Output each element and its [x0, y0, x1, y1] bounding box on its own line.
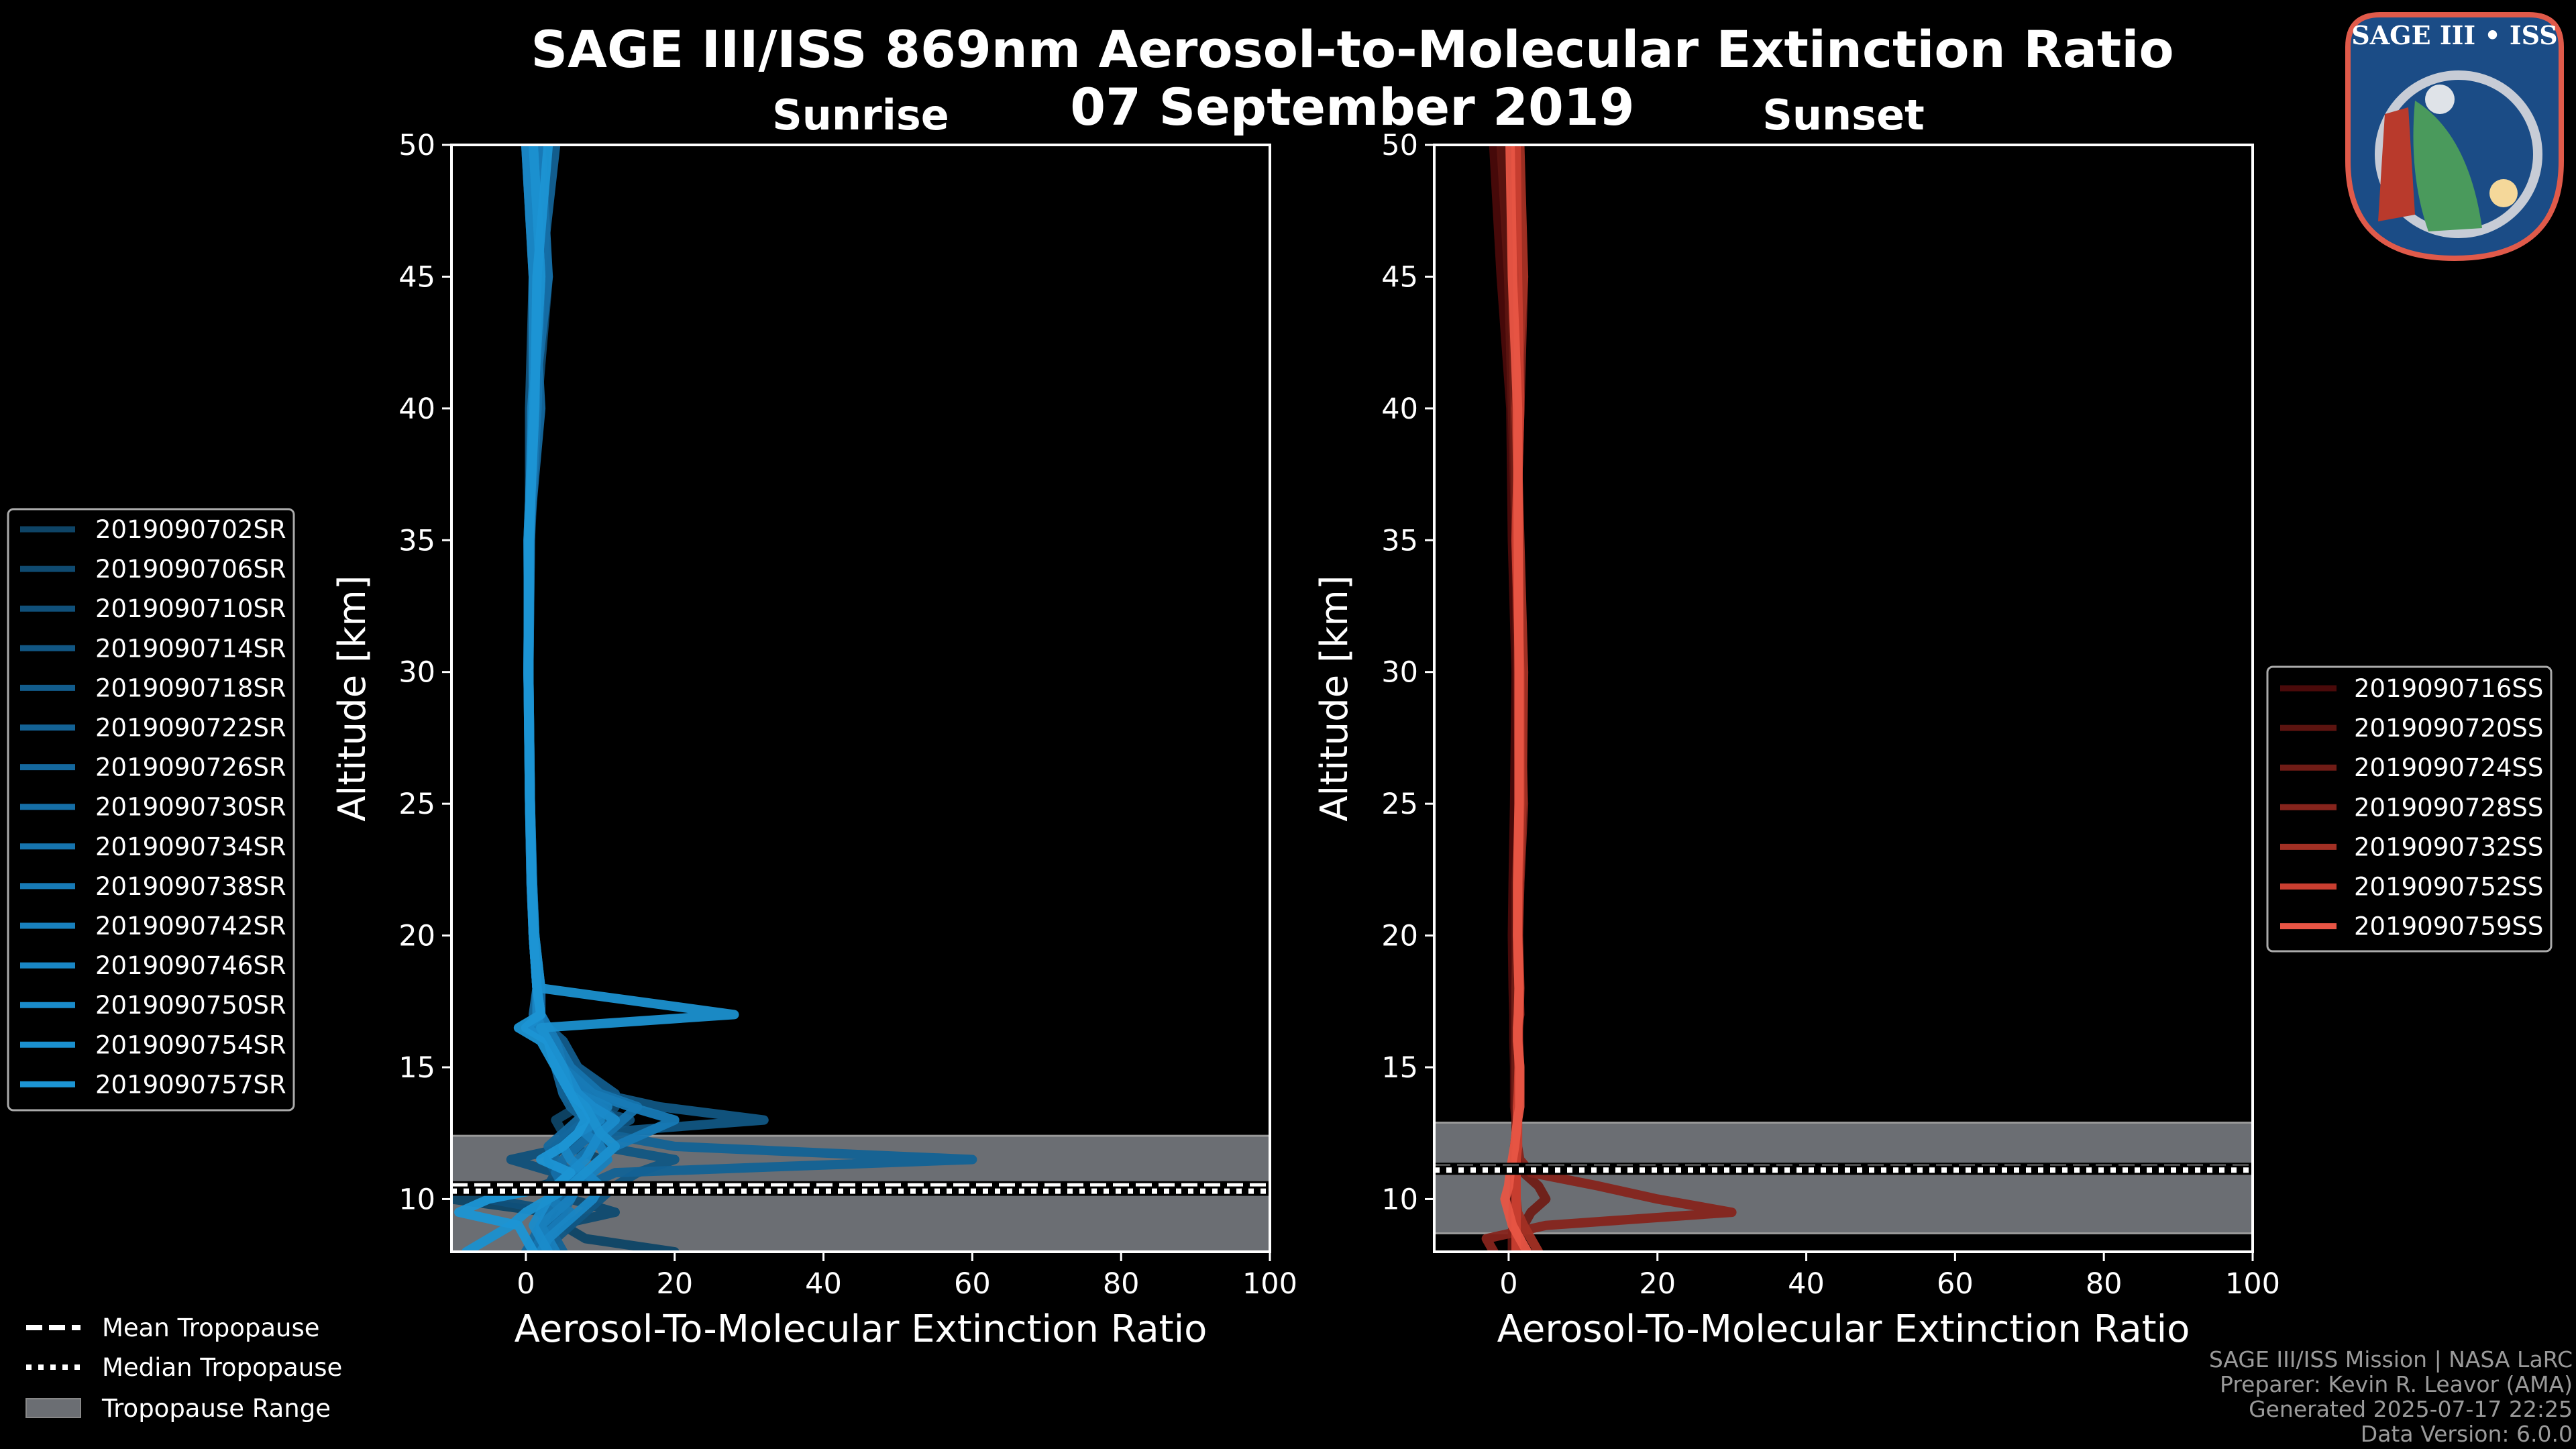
- y-tick-label: 25: [398, 788, 435, 821]
- sunset-panel-title: Sunset: [1762, 91, 1925, 140]
- tropopause-range-label: Tropopause Range: [101, 1394, 331, 1423]
- footer-mission: SAGE III/ISS Mission | NASA LaRC: [2209, 1346, 2573, 1373]
- sunrise-y-axis-label: Altitude [km]: [331, 575, 374, 821]
- y-tick-label: 45: [398, 260, 435, 294]
- footer-generated: Generated 2025-07-17 22:25: [2249, 1396, 2573, 1422]
- x-tick-label: 100: [2225, 1267, 2280, 1301]
- y-tick-label: 10: [398, 1183, 435, 1216]
- legend-entry-label: 2019090750SR: [95, 991, 286, 1020]
- sunset-x-axis-label: Aerosol-To-Molecular Extinction Ratio: [1497, 1307, 2190, 1351]
- mean-tropopause-label: Mean Tropopause: [102, 1313, 320, 1342]
- legend-entry-label: 2019090720SS: [2354, 714, 2543, 743]
- sunrise-axes-frame: [450, 144, 1271, 1253]
- sunrise-x-axis-label: Aerosol-To-Molecular Extinction Ratio: [515, 1307, 1208, 1351]
- legend-entry-label: 2019090702SR: [95, 515, 286, 544]
- x-tick-label: 40: [805, 1267, 842, 1301]
- legend-entry-label: 2019090754SR: [95, 1030, 286, 1059]
- sunrise-panel-title: Sunrise: [772, 91, 949, 140]
- legend-entry-label: 2019090757SR: [95, 1070, 286, 1099]
- x-tick-label: 80: [1103, 1267, 1140, 1301]
- y-tick-label: 30: [1381, 656, 1418, 690]
- y-tick-label: 15: [398, 1051, 435, 1085]
- logo-text: SAGE III • ISS: [2351, 20, 2557, 50]
- sunset-plot-area: [1434, 145, 2253, 1252]
- legend-entry-label: 2019090738SR: [95, 872, 286, 901]
- x-tick-label: 20: [1639, 1267, 1676, 1301]
- x-tick-label: 0: [1499, 1267, 1517, 1301]
- sunrise-plot-area: [451, 145, 1270, 1252]
- legend-entry-label: 2019090734SR: [95, 833, 286, 861]
- y-tick-label: 20: [1381, 920, 1418, 953]
- legend-entry-label: 2019090714SR: [95, 634, 286, 663]
- x-tick-label: 60: [1937, 1267, 1974, 1301]
- legend-entry-label: 2019090759SS: [2354, 912, 2543, 941]
- x-tick-label: 60: [954, 1267, 991, 1301]
- footer-preparer: Preparer: Kevin R. Leavor (AMA): [2220, 1371, 2573, 1397]
- y-tick-label: 40: [1381, 392, 1418, 426]
- sage-iii-iss-mission-logo: SAGE III • ISS: [2345, 12, 2564, 262]
- y-tick-label: 10: [1381, 1183, 1418, 1216]
- figure-title: SAGE III/ISS 869nm Aerosol-to-Molecular …: [531, 19, 2174, 79]
- x-tick-label: 100: [1242, 1267, 1297, 1301]
- sunrise-panel: Sunrise 0 20 40 60 80 100 10 15 20 25 30 35 40 45 50 Aer…: [331, 91, 1297, 1351]
- legend-entry-label: 2019090752SS: [2354, 873, 2543, 902]
- sunset-panel: Sunset 0 20 40 60 80 100 10 15 20 25 30 35 40 45 50 Aero…: [1313, 91, 2280, 1351]
- sunrise-legend: 2019090702SR 2019090706SR 2019090710SR 2019…: [7, 508, 295, 1112]
- legend-entry-label: 2019090716SS: [2354, 674, 2543, 703]
- figure-date: 07 September 2019: [1070, 77, 1634, 137]
- x-tick-label: 40: [1788, 1267, 1825, 1301]
- sunset-legend: 2019090716SS 2019090720SS 2019090724SS 2019…: [2266, 665, 2553, 953]
- tropopause-range-swatch: [25, 1398, 81, 1418]
- legend-entry-label: 2019090728SS: [2354, 793, 2543, 822]
- legend-entry-label: 2019090724SS: [2354, 753, 2543, 782]
- legend-entry-label: 2019090732SS: [2354, 833, 2543, 861]
- y-tick-label: 30: [398, 656, 435, 690]
- footer-data-version: Data Version: 6.0.0: [2361, 1421, 2573, 1447]
- series-line-2019090757SR: [454, 145, 590, 1252]
- x-tick-label: 80: [2086, 1267, 2123, 1301]
- x-tick-label: 20: [656, 1267, 693, 1301]
- sunset-axes-frame: [1433, 144, 2254, 1253]
- legend-entry-label: 2019090726SR: [95, 753, 286, 782]
- y-tick-label: 20: [398, 920, 435, 953]
- legend-entry-label: 2019090746SR: [95, 951, 286, 980]
- median-tropopause-label: Median Tropopause: [102, 1353, 342, 1382]
- x-tick-label: 0: [517, 1267, 535, 1301]
- y-tick-label: 15: [1381, 1051, 1418, 1085]
- y-tick-label: 45: [1381, 260, 1418, 294]
- sunset-y-axis-label: Altitude [km]: [1313, 575, 1356, 821]
- legend-entry-label: 2019090730SR: [95, 793, 286, 822]
- y-tick-label: 35: [1381, 524, 1418, 557]
- legend-entry-label: 2019090742SR: [95, 912, 286, 941]
- footer-credits: SAGE III/ISS Mission | NASA LaRC Prepare…: [2209, 1346, 2573, 1447]
- legend-entry-label: 2019090718SR: [95, 674, 286, 702]
- tropopause-legend: Mean Tropopause Median Tropopause Tropop…: [25, 1313, 342, 1423]
- legend-entry-label: 2019090722SR: [95, 714, 286, 743]
- legend-entry-label: 2019090710SR: [95, 594, 286, 623]
- y-tick-label: 35: [398, 524, 435, 557]
- series-line-2019090759SS: [1500, 145, 1532, 1252]
- legend-entry-label: 2019090706SR: [95, 555, 286, 584]
- y-tick-label: 50: [1381, 129, 1418, 162]
- y-tick-label: 25: [1381, 788, 1418, 821]
- y-tick-label: 50: [398, 129, 435, 162]
- y-tick-label: 40: [398, 392, 435, 426]
